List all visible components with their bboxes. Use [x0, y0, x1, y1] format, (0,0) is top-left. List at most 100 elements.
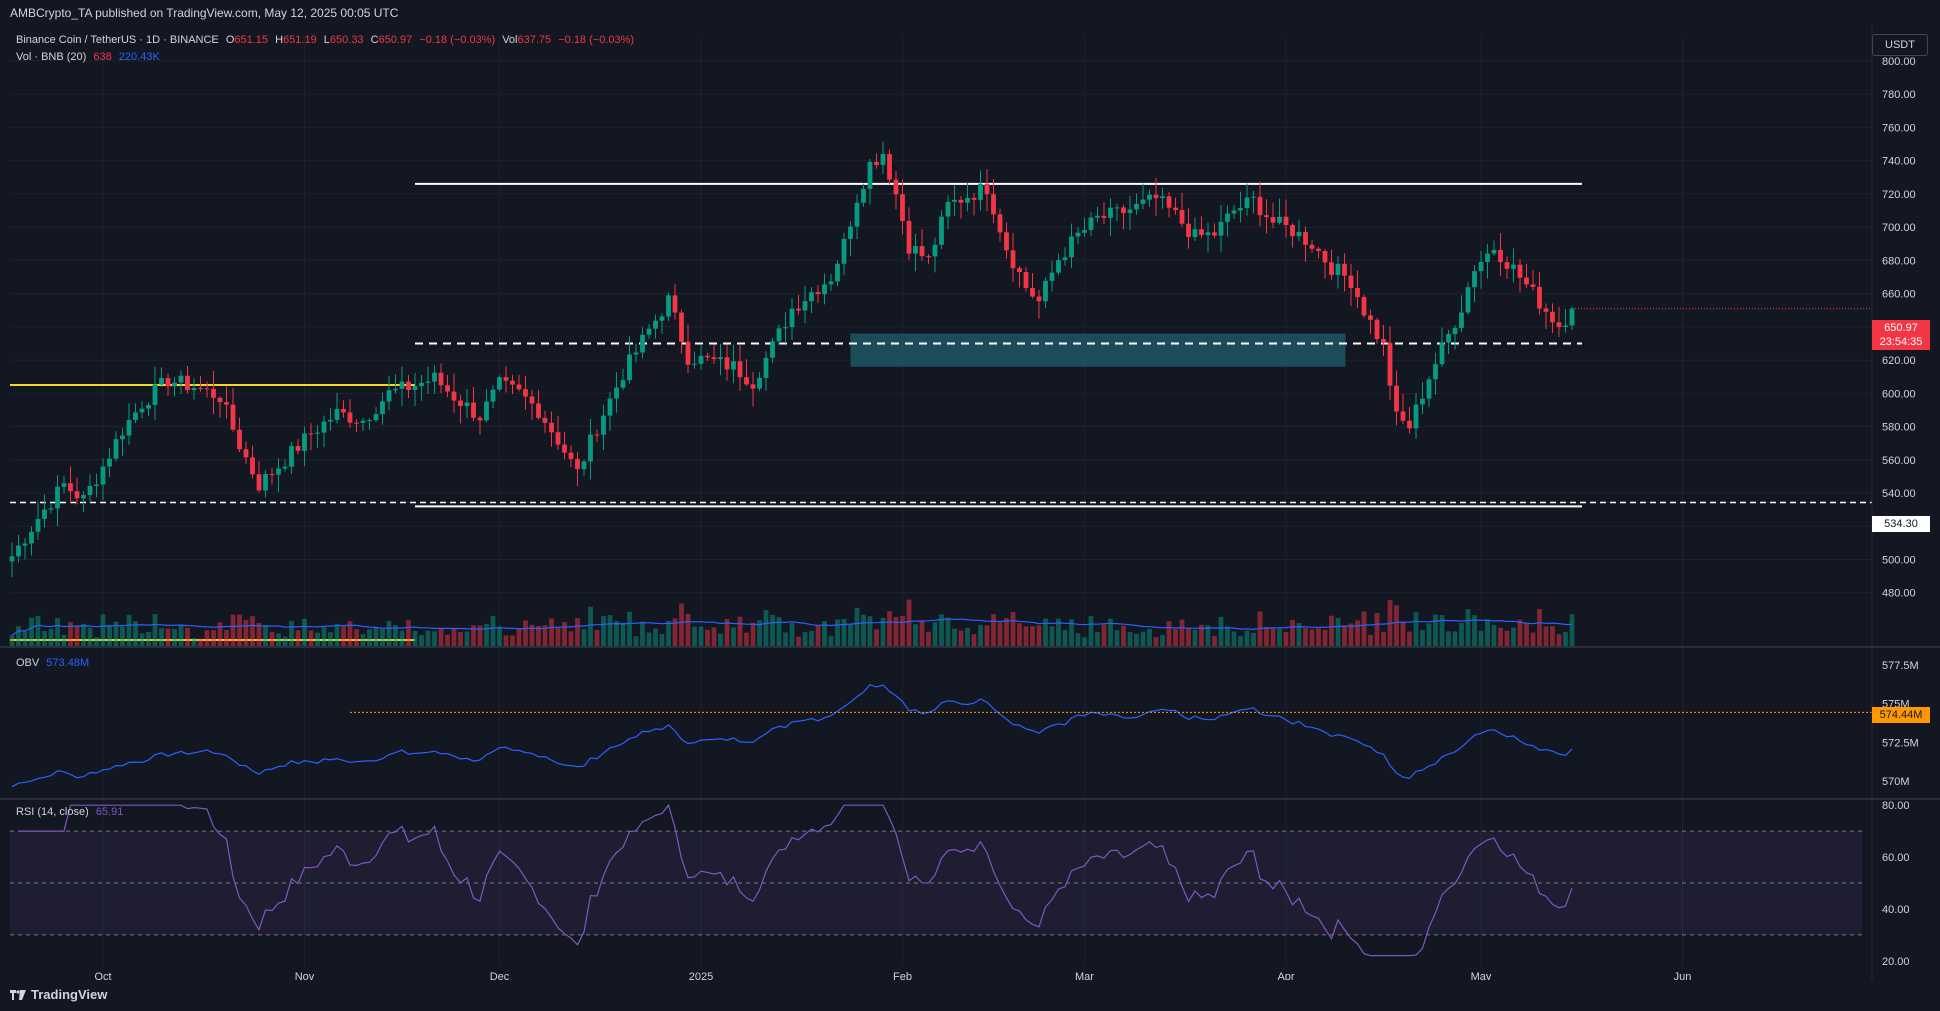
volume-ma-line	[11, 618, 1573, 636]
volume-bar	[653, 628, 658, 646]
candle-body	[1335, 263, 1341, 275]
price-tick-label: 560.00	[1882, 455, 1916, 467]
candle-body	[61, 483, 67, 487]
volume-bar	[1556, 634, 1562, 646]
candle-body	[562, 444, 567, 453]
symbol-legend: Binance Coin / TetherUS · 1D · BINANCE O…	[16, 34, 634, 46]
volume-bar	[887, 611, 892, 646]
volume-bar	[191, 638, 197, 646]
vol-value: 637.75	[517, 34, 552, 46]
candle-body	[1270, 217, 1276, 223]
volume-bar	[575, 618, 580, 646]
volume-bar	[81, 623, 86, 646]
volume-bar	[861, 614, 866, 646]
time-tick-label: Apr	[1277, 971, 1294, 980]
candle-body	[971, 197, 977, 200]
obv-label[interactable]: OBV	[16, 657, 40, 669]
volume-bar	[48, 628, 54, 646]
footer-brand[interactable]: TradingView	[31, 987, 108, 1002]
symbol-name[interactable]: Binance Coin / TetherUS · 1D · BINANCE	[16, 34, 219, 46]
candle-body	[1283, 216, 1289, 226]
volume-bar	[211, 630, 216, 646]
time-tick-label: 2025	[689, 971, 713, 980]
candle-body	[94, 484, 99, 486]
rsi-label[interactable]: RSI (14, close)	[16, 806, 89, 818]
volume-bar	[178, 624, 184, 646]
chart-canvas[interactable]: 480.00500.00520.00540.00560.00580.00600.…	[0, 26, 1940, 980]
volume-bar	[159, 628, 164, 646]
volume-bar	[1017, 623, 1022, 646]
volume-bar	[289, 620, 294, 646]
candle-body	[1322, 251, 1328, 263]
rsi-tick-label: 20.00	[1882, 956, 1910, 968]
price-tick-label: 620.00	[1882, 355, 1916, 367]
vol-ma-label[interactable]: Vol · BNB (20)	[16, 51, 87, 63]
candle-body	[341, 408, 346, 413]
candle-body	[835, 263, 840, 282]
candle-body	[776, 328, 782, 342]
volume-bar	[672, 618, 678, 646]
candle-body	[490, 389, 496, 402]
candle-body	[276, 468, 281, 475]
volume-bar	[328, 632, 333, 646]
time-axis: Oct Nov Dec 2025 Feb Mar Apr May Jun	[94, 971, 1691, 980]
candle-body	[1504, 262, 1510, 269]
volume-bar	[822, 621, 827, 646]
candle-body	[809, 292, 814, 302]
volume-bar	[438, 628, 444, 646]
candle-body	[1049, 272, 1055, 281]
candle-body	[1212, 232, 1217, 236]
candle-body	[815, 292, 821, 295]
volume-bar	[243, 619, 249, 646]
volume-bar	[1238, 636, 1243, 646]
candle-body	[1075, 232, 1081, 237]
candle-body	[1511, 264, 1516, 269]
candle-body	[198, 388, 203, 390]
volume-bar	[133, 621, 138, 646]
volume-bar	[269, 631, 275, 646]
volume-bar	[107, 624, 112, 646]
volume-bar	[87, 627, 93, 646]
price-tick-label: 760.00	[1882, 122, 1916, 134]
candle-body	[484, 401, 489, 421]
candle-body	[763, 357, 769, 379]
volume-bar	[1108, 618, 1113, 646]
candle-body	[1056, 260, 1061, 273]
candle-body	[945, 201, 951, 217]
volume-bar	[874, 629, 879, 646]
candle-body	[1173, 207, 1178, 211]
candle-body	[464, 402, 470, 407]
volume-bar	[393, 625, 398, 646]
candle-body	[926, 256, 931, 258]
volume-bar	[601, 616, 606, 646]
candle-body	[1108, 207, 1113, 218]
candle-body	[646, 328, 652, 335]
candle-body	[854, 202, 860, 227]
volume-bar	[503, 635, 509, 646]
currency-button[interactable]: USDT	[1872, 34, 1928, 56]
price-tick-label: 680.00	[1882, 255, 1916, 267]
volume-bar	[1394, 605, 1399, 646]
candle-body	[718, 357, 723, 360]
volume-bar	[997, 622, 1003, 646]
volume-bar	[497, 626, 502, 646]
volume-bar	[1465, 609, 1471, 646]
volume-bar	[1121, 625, 1126, 646]
candle-body	[568, 452, 574, 459]
price-tick-label: 700.00	[1882, 222, 1916, 234]
volume-bar	[120, 626, 125, 646]
candle-body	[1517, 264, 1523, 278]
candle-body	[1257, 196, 1263, 216]
candle-body	[133, 412, 138, 421]
candle-body	[991, 194, 996, 215]
volume-bar	[477, 625, 483, 646]
volume-bar	[1264, 627, 1269, 646]
candle-body	[35, 518, 41, 532]
volume-bar	[445, 634, 450, 646]
volume-bar	[1342, 626, 1347, 646]
candle-body	[640, 334, 645, 353]
candle-body	[893, 179, 899, 195]
candle-body	[445, 385, 450, 392]
volume-bar	[1433, 614, 1438, 646]
candle-body	[698, 355, 704, 364]
